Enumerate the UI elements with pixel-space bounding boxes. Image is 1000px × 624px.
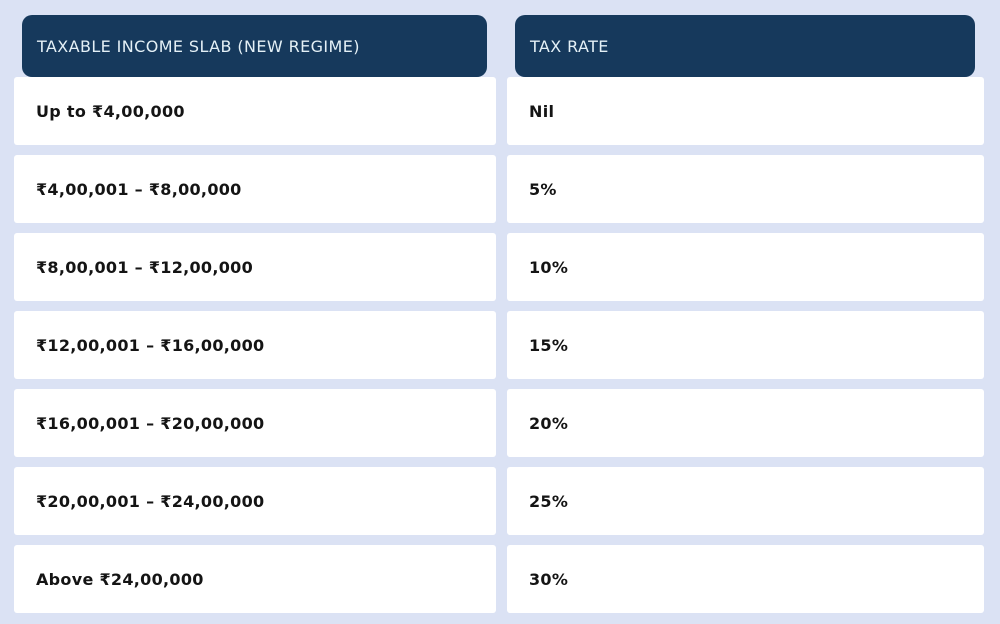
cell-text: ₹4,00,001 – ₹8,00,000 [36, 179, 242, 199]
cell-text: 15% [529, 335, 569, 355]
rate-cell: 15% [507, 311, 984, 379]
slab-cell: ₹8,00,001 – ₹12,00,000 [14, 233, 496, 301]
column-header-tax-rate: TAX RATE [515, 15, 975, 77]
slab-cell: ₹16,00,001 – ₹20,00,000 [14, 389, 496, 457]
cell-text: Up to ₹4,00,000 [36, 101, 185, 121]
slab-cell: Above ₹24,00,000 [14, 545, 496, 613]
rate-cell: Nil [507, 77, 984, 145]
cell-text: 10% [529, 257, 569, 277]
column-header-label: TAX RATE [530, 36, 609, 56]
column-taxable-income-slab: TAXABLE INCOME SLAB (NEW REGIME) Up to ₹… [14, 15, 496, 613]
cell-text: 25% [529, 491, 569, 511]
column-header-taxable-income-slab: TAXABLE INCOME SLAB (NEW REGIME) [22, 15, 487, 77]
cell-text: ₹8,00,001 – ₹12,00,000 [36, 257, 254, 277]
rate-cell: 20% [507, 389, 984, 457]
rate-cell: 5% [507, 155, 984, 223]
slab-cell: Up to ₹4,00,000 [14, 77, 496, 145]
slab-cell: ₹20,00,001 – ₹24,00,000 [14, 467, 496, 535]
slab-cell: ₹12,00,001 – ₹16,00,000 [14, 311, 496, 379]
cell-text: ₹16,00,001 – ₹20,00,000 [36, 413, 265, 433]
cell-text: Nil [529, 101, 555, 121]
rate-cell: 10% [507, 233, 984, 301]
cell-text: ₹12,00,001 – ₹16,00,000 [36, 335, 265, 355]
rate-cell: 30% [507, 545, 984, 613]
cell-text: 5% [529, 179, 557, 199]
cell-text: 20% [529, 413, 569, 433]
slab-cell: ₹4,00,001 – ₹8,00,000 [14, 155, 496, 223]
cell-text: 30% [529, 569, 569, 589]
rate-cell: 25% [507, 467, 984, 535]
cell-text: ₹20,00,001 – ₹24,00,000 [36, 491, 265, 511]
column-tax-rate: TAX RATE Nil 5% 10% 15% 20% 25% 30% [507, 15, 984, 613]
column-header-label: TAXABLE INCOME SLAB (NEW REGIME) [37, 36, 360, 56]
cell-text: Above ₹24,00,000 [36, 569, 204, 589]
